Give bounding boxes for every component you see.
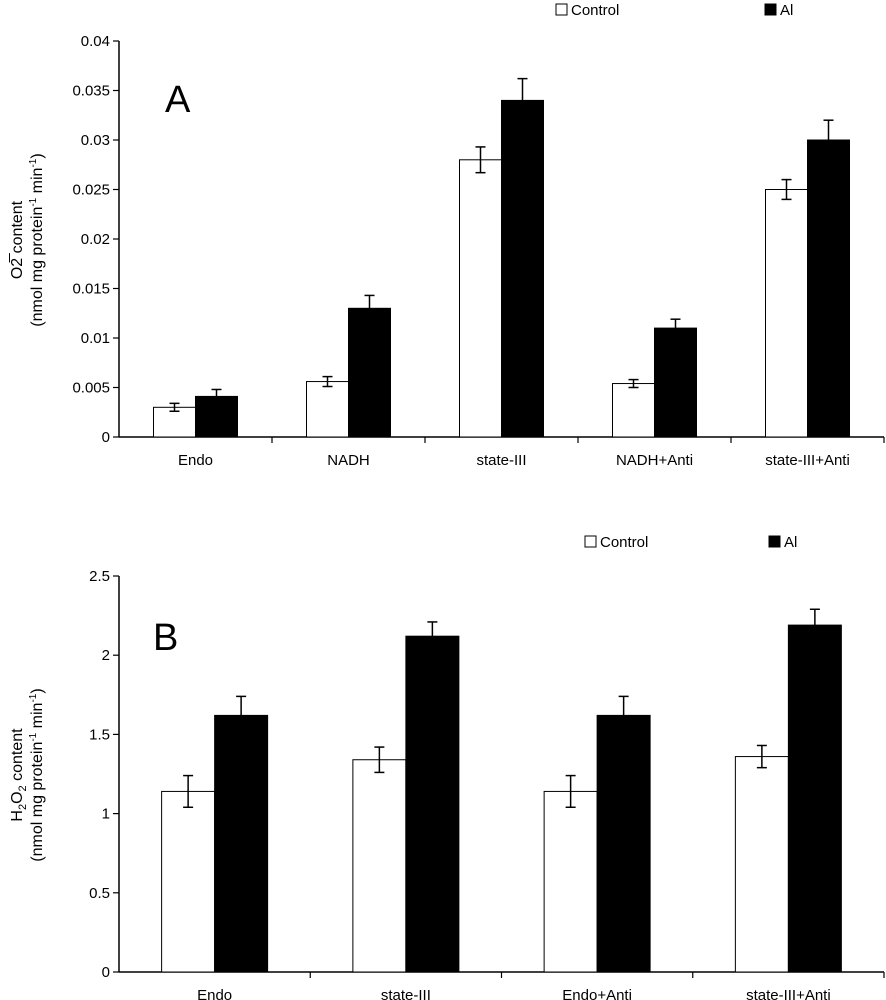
bar-control-Endo+Anti (543, 790, 598, 973)
bar-al-Endo (195, 395, 238, 438)
bar-control-Endo (161, 790, 216, 973)
bar-control-NADH+Anti (612, 383, 655, 438)
x-tick-label: state-III (476, 452, 526, 469)
bar-al-state-III (405, 635, 460, 973)
bar-control-state-III (459, 159, 502, 438)
bar-control-state-III+Anti (734, 756, 789, 973)
x-tick-label: Endo+Anti (562, 987, 632, 1000)
bar-al-Endo+Anti (596, 714, 651, 973)
y-tick-label: 0.005 (72, 380, 110, 397)
bar-al-Endo (214, 714, 269, 973)
legend-label-al: Al (780, 2, 793, 19)
x-tick-label: NADH+Anti (616, 452, 693, 469)
legend-label-al: Al (784, 534, 797, 551)
y-tick-label: 0.5 (89, 885, 110, 902)
legend-swatch-control (584, 535, 597, 548)
bar-control-Endo (153, 406, 196, 438)
bar-al-NADH (348, 307, 391, 438)
legend-swatch-al (764, 3, 777, 16)
y-tick-label: 0.03 (81, 132, 110, 149)
bar-al-state-III+Anti (787, 624, 842, 973)
x-tick-label: Endo (197, 987, 232, 1000)
y-axis-label-line2: (nmol mg protein-1 min-1) (28, 688, 46, 861)
x-tick-label: NADH (327, 452, 370, 469)
legend-swatch-control (555, 3, 568, 16)
legend-swatch-al (768, 535, 781, 548)
y-tick-label: 1 (102, 806, 110, 823)
y-tick-label: 2.5 (89, 568, 110, 585)
bar-control-NADH (306, 381, 349, 438)
y-tick-label: 0.04 (81, 33, 110, 50)
y-tick-label: 1.5 (89, 726, 110, 743)
x-tick-label: state-III (381, 987, 431, 1000)
y-tick-label: 0.02 (81, 231, 110, 248)
bar-control-state-III+Anti (765, 189, 808, 438)
chart-panel-A: 0 0.005 0.01 0.015 0.02 0.025 0.03 0.035 0.04 End… (8, 2, 885, 469)
legend-label-control: Control (571, 2, 619, 19)
y-axis-label-line2: (nmol mg protein-1 min-1) (28, 153, 46, 326)
panel-label: B (153, 617, 178, 659)
y-tick-label: 0 (102, 429, 110, 446)
x-tick-label: Endo (178, 452, 213, 469)
x-tick-label: state-III+Anti (765, 452, 850, 469)
bar-al-state-III+Anti (807, 139, 850, 438)
y-axis-label-line1: O2̅ content (8, 200, 26, 279)
chart-panel-B: 0 0.5 1 1.5 2 2.5 Endo state-III Endo+Anti state-… (9, 534, 885, 1000)
legend-label-control: Control (600, 534, 648, 551)
bar-al-state-III (501, 99, 544, 438)
y-tick-label: 0.035 (72, 83, 110, 100)
panel-label: A (165, 79, 191, 121)
y-tick-label: 0 (102, 964, 110, 981)
y-tick-label: 0.01 (81, 330, 110, 347)
y-tick-label: 0.025 (72, 182, 110, 199)
bar-al-NADH+Anti (654, 327, 697, 438)
y-tick-label: 0.015 (72, 281, 110, 298)
x-tick-label: state-III+Anti (746, 987, 831, 1000)
y-axis-label-line1: H2O2 content (9, 728, 29, 822)
bar-control-state-III (352, 759, 407, 973)
y-tick-label: 2 (102, 647, 110, 664)
